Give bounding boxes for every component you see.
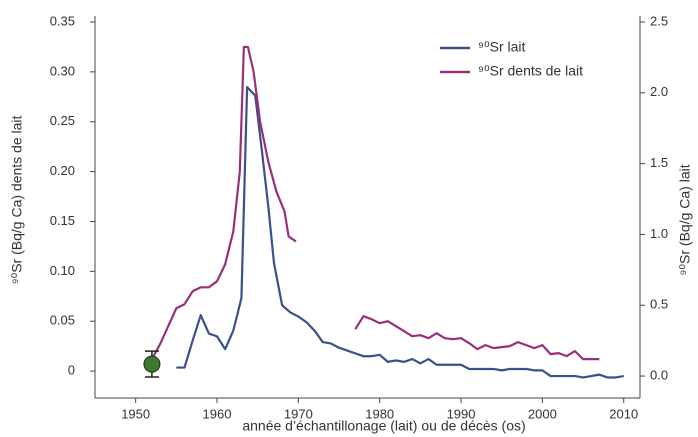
legend-label: ⁹⁰Sr dents de lait <box>478 63 583 79</box>
y2-tick-label: 0.5 <box>650 297 668 312</box>
y-tick-label: 0.10 <box>50 263 75 278</box>
x-tick-label: 1950 <box>121 406 150 421</box>
y-tick-label: 0 <box>68 363 75 378</box>
y2-tick-label: 1.5 <box>650 155 668 170</box>
x-tick-label: 1980 <box>365 406 394 421</box>
x-tick-label: 1990 <box>447 406 476 421</box>
legend-label: ⁹⁰Sr lait <box>478 39 526 55</box>
y-tick-label: 0.25 <box>50 113 75 128</box>
y2-tick-label: 0.0 <box>650 367 668 382</box>
x-tick-label: 2000 <box>528 406 557 421</box>
y-axis-label: ⁹⁰Sr (Bq/g Ca) dents de lait <box>9 115 25 284</box>
y2-axis-label: ⁹⁰Sr (Bq/g Ca) lait <box>677 164 693 275</box>
y-tick-label: 0.30 <box>50 63 75 78</box>
legend-box <box>435 34 625 86</box>
y2-tick-label: 1.0 <box>650 226 668 241</box>
series-line <box>176 86 624 379</box>
y2-tick-label: 2.0 <box>650 84 668 99</box>
y-tick-label: 0.20 <box>50 163 75 178</box>
series-line <box>150 45 600 361</box>
y-tick-label: 0.05 <box>50 313 75 328</box>
y-tick-label: 0.35 <box>50 13 75 28</box>
x-axis-label: année d’échantillonage (lait) ou de décè… <box>242 418 525 434</box>
y2-tick-label: 2.5 <box>650 13 668 28</box>
x-tick-label: 1970 <box>284 406 313 421</box>
x-tick-label: 1960 <box>203 406 232 421</box>
y-tick-label: 0.15 <box>50 213 75 228</box>
marker-point <box>143 355 161 373</box>
x-tick-label: 2010 <box>609 406 638 421</box>
